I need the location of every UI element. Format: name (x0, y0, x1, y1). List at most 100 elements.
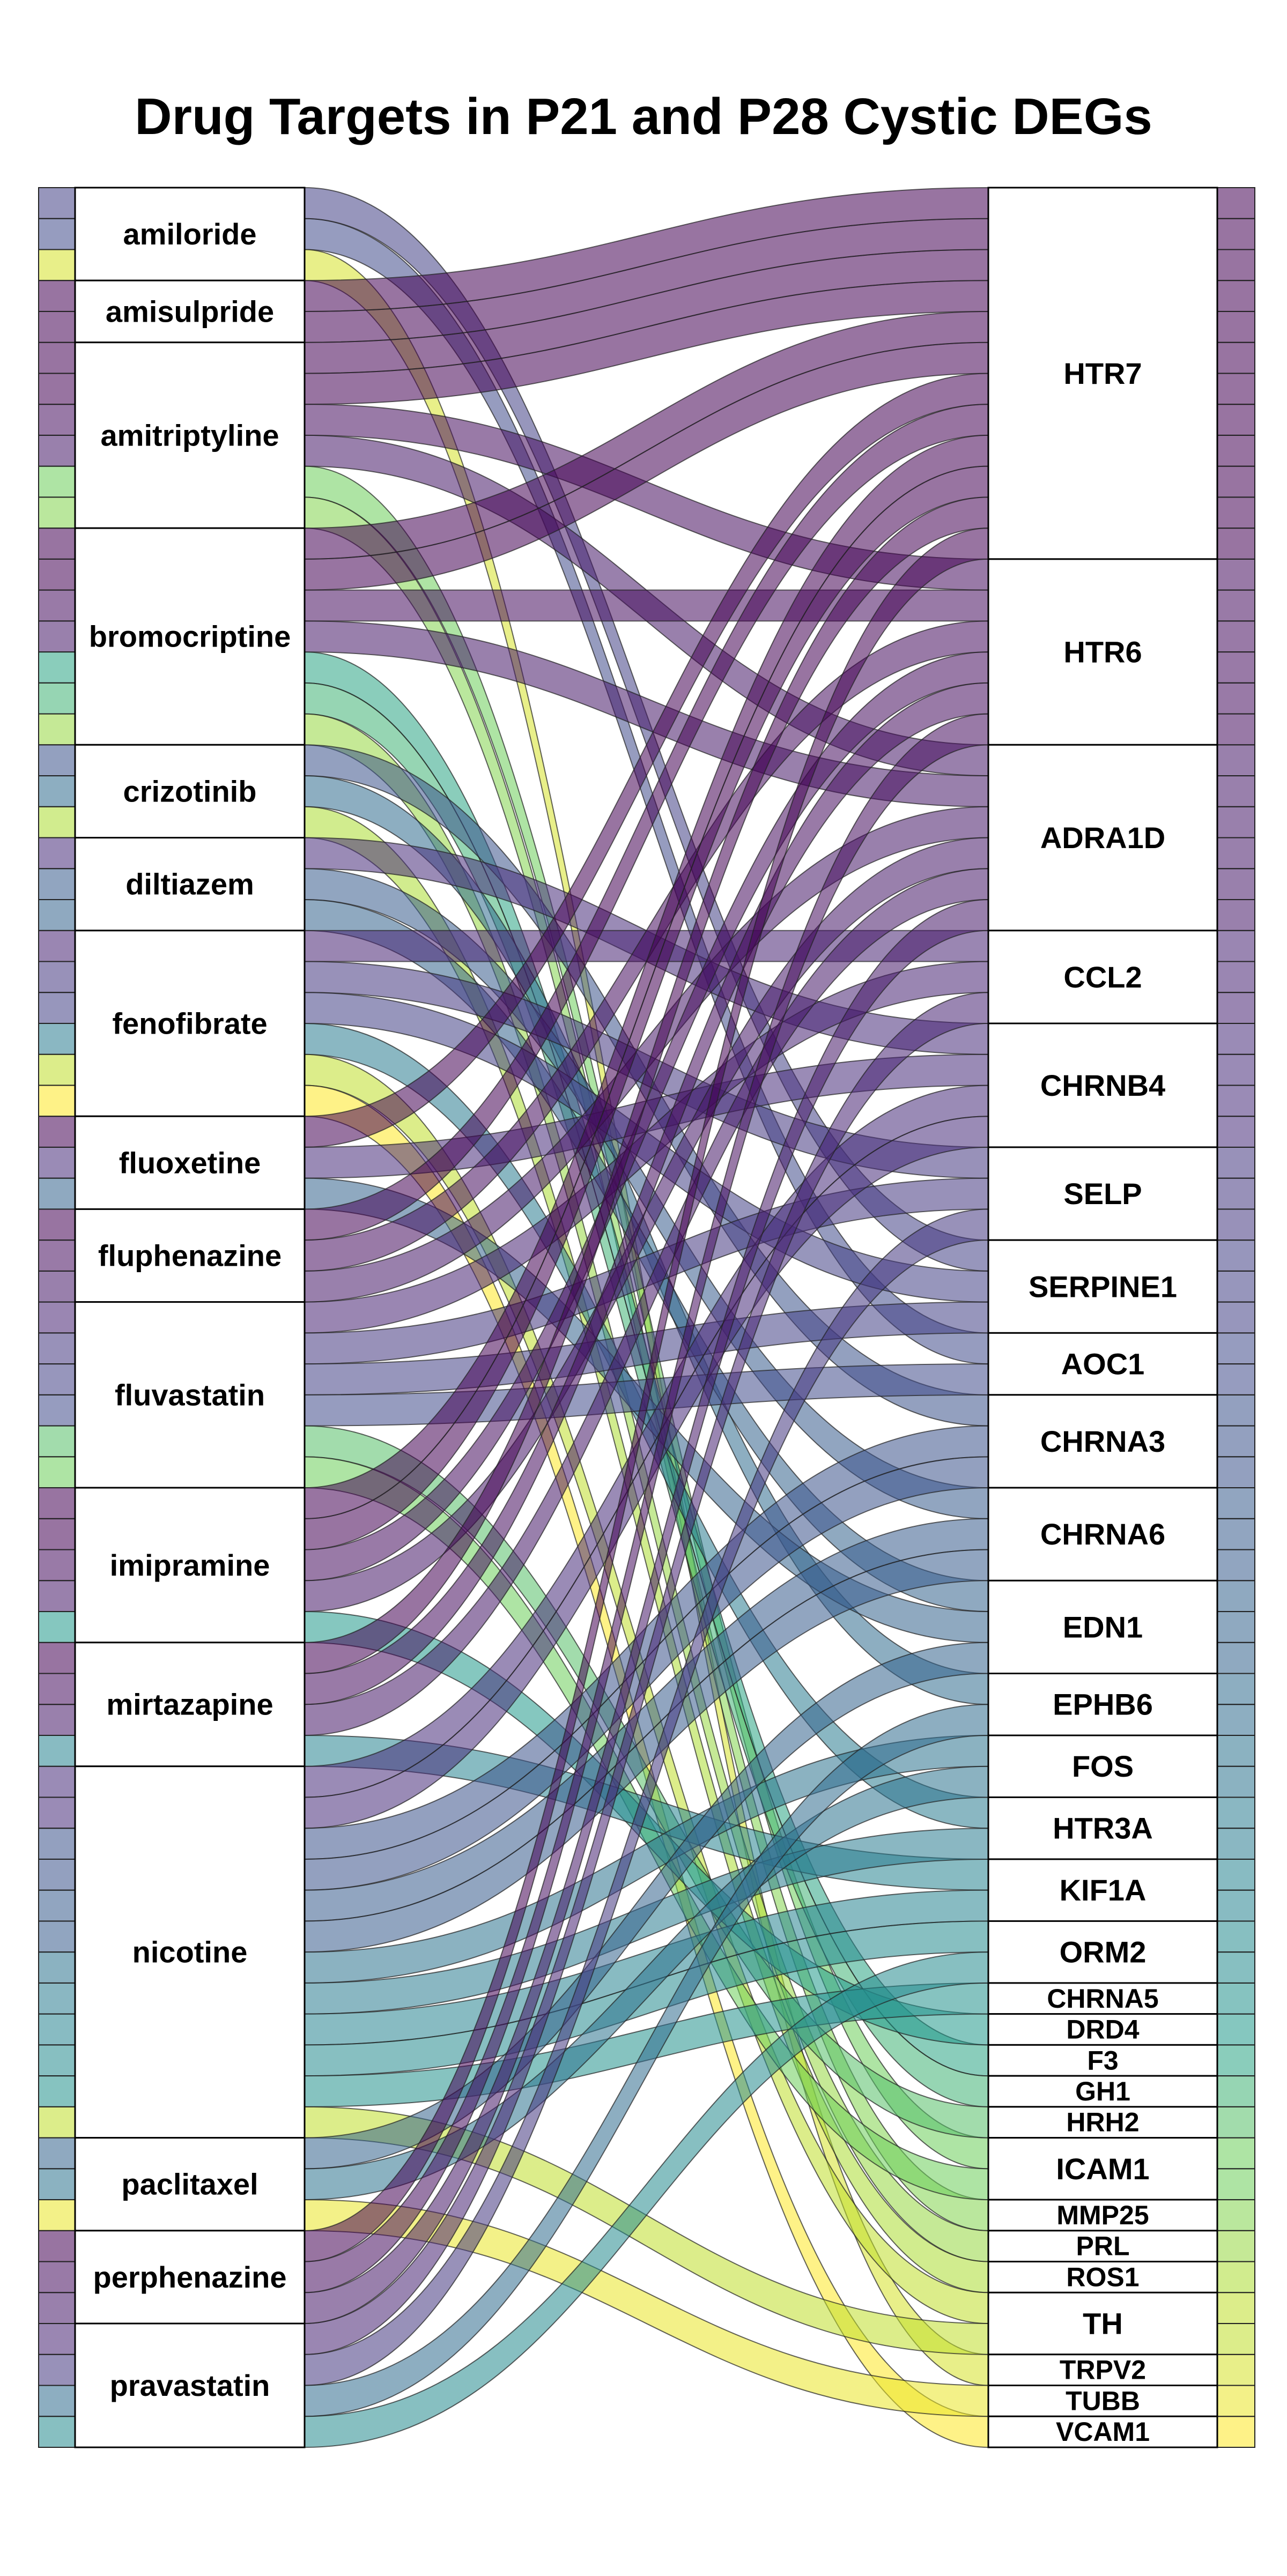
left-strip-nicotine (38, 2106, 76, 2139)
drug-node-label-imipramine: imipramine (110, 1548, 270, 1582)
left-strip-fluphenazine (38, 1270, 76, 1303)
right-strip-fos (1217, 1765, 1255, 1798)
left-strip-mirtazapine (38, 1673, 76, 1705)
left-strip-nicotine (38, 1858, 76, 1891)
left-strip-fluoxetine (38, 1116, 76, 1148)
gene-node-label-chrna6: CHRNA6 (1040, 1517, 1165, 1551)
gene-node-selp (987, 1146, 1218, 1241)
gene-node-label-ros1: ROS1 (1066, 2262, 1139, 2292)
drug-node-label-diltiazem: diltiazem (125, 867, 254, 901)
gene-node-adra1d (987, 744, 1218, 932)
left-strip-nicotine (38, 1982, 76, 2015)
gene-node-label-f3: F3 (1087, 2045, 1118, 2075)
gene-node-label-kif1a: KIF1A (1060, 1873, 1147, 1907)
right-strip-selp (1217, 1177, 1255, 1210)
right-strip-htr6 (1217, 589, 1255, 622)
gene-node-label-fos: FOS (1072, 1749, 1134, 1783)
left-strip-pravastatin (38, 2416, 76, 2448)
left-strip-fluvastatin (38, 1394, 76, 1427)
right-strip-htr6 (1217, 620, 1255, 653)
drug-node-crizotinib (74, 744, 306, 839)
drug-node-label-crizotinib: crizotinib (123, 774, 257, 808)
drug-node-diltiazem (74, 837, 306, 932)
gene-node-label-vcam1: VCAM1 (1056, 2417, 1150, 2447)
gene-node-trpv2 (987, 2354, 1218, 2387)
right-strip-ccl2 (1217, 992, 1255, 1024)
left-strip-diltiazem (38, 868, 76, 901)
left-strip-amitriptyline (38, 465, 76, 498)
drug-node-label-mirtazapine: mirtazapine (106, 1688, 273, 1721)
gene-node-gh1 (987, 2075, 1218, 2108)
right-strip-adra1d (1217, 868, 1255, 901)
left-strip-nicotine (38, 1920, 76, 1953)
drug-node-label-fenofibrate: fenofibrate (112, 1006, 267, 1040)
left-strip-crizotinib (38, 775, 76, 807)
gene-node-label-edn1: EDN1 (1063, 1610, 1143, 1644)
left-strip-mirtazapine (38, 1642, 76, 1674)
right-strip-adra1d (1217, 744, 1255, 777)
gene-node-vcam1 (987, 2415, 1218, 2448)
right-strip-chrnb4 (1217, 1116, 1255, 1148)
gene-node-label-htr3a: HTR3A (1053, 1812, 1153, 1845)
right-strip-serpine1 (1217, 1270, 1255, 1303)
right-strip-orm2 (1217, 1920, 1255, 1953)
drug-node-fluvastatin (74, 1301, 306, 1489)
right-strip-edn1 (1217, 1611, 1255, 1643)
left-strip-fluoxetine (38, 1146, 76, 1179)
left-strip-imipramine (38, 1487, 76, 1519)
left-strip-bromocriptine (38, 558, 76, 591)
right-strip-aoc1 (1217, 1332, 1255, 1365)
left-strip-perphenazine (38, 2261, 76, 2293)
right-strip-chrnb4 (1217, 1085, 1255, 1117)
right-strip-tubb (1217, 2385, 1255, 2417)
drug-node-pravastatin (74, 2322, 306, 2448)
left-strip-fluvastatin (38, 1425, 76, 1458)
left-strip-fluphenazine (38, 1208, 76, 1241)
left-strip-bromocriptine (38, 528, 76, 560)
left-strip-amisulpride (38, 310, 76, 343)
right-strip-serpine1 (1217, 1301, 1255, 1334)
gene-node-aoc1 (987, 1332, 1218, 1396)
left-strip-imipramine (38, 1518, 76, 1550)
gene-node-tubb (987, 2385, 1218, 2417)
right-strip-htr7 (1217, 404, 1255, 436)
left-strip-diltiazem (38, 837, 76, 870)
left-strip-nicotine (38, 1765, 76, 1798)
gene-node-label-htr7: HTR7 (1063, 357, 1142, 390)
left-strip-amiloride (38, 187, 76, 219)
right-strip-edn1 (1217, 1580, 1255, 1613)
right-strip-trpv2 (1217, 2354, 1255, 2386)
left-strip-fluphenazine (38, 1239, 76, 1272)
right-strip-chrna3 (1217, 1425, 1255, 1458)
right-strip-adra1d (1217, 775, 1255, 807)
right-strip-drd4 (1217, 2013, 1255, 2046)
right-strip-htr3a (1217, 1828, 1255, 1860)
left-strip-paclitaxel (38, 2199, 76, 2231)
gene-node-hrh2 (987, 2106, 1218, 2139)
right-strip-selp (1217, 1208, 1255, 1241)
right-strip-aoc1 (1217, 1363, 1255, 1395)
right-strip-f3 (1217, 2044, 1255, 2077)
left-strip-nicotine (38, 1889, 76, 1922)
left-strip-amiloride (38, 249, 76, 281)
left-strip-diltiazem (38, 899, 76, 931)
right-strip-ephb6 (1217, 1704, 1255, 1736)
drug-node-nicotine (74, 1765, 306, 2139)
right-strip-chrna6 (1217, 1487, 1255, 1519)
left-strip-fluoxetine (38, 1177, 76, 1210)
left-strip-paclitaxel (38, 2137, 76, 2170)
left-strip-perphenazine (38, 2292, 76, 2325)
right-strip-htr7 (1217, 218, 1255, 250)
right-strip-chrna6 (1217, 1518, 1255, 1550)
drug-node-label-amitriptyline: amitriptyline (101, 418, 279, 452)
gene-node-label-ccl2: CCL2 (1063, 960, 1142, 994)
left-strip-fluvastatin (38, 1332, 76, 1365)
drug-node-label-fluphenazine: fluphenazine (98, 1239, 282, 1273)
right-strip-chrnb4 (1217, 1022, 1255, 1055)
left-strip-mirtazapine (38, 1704, 76, 1736)
drug-node-amitriptyline (74, 342, 306, 529)
gene-node-label-icam1: ICAM1 (1056, 2152, 1149, 2186)
right-strip-th (1217, 2292, 1255, 2325)
right-strip-orm2 (1217, 1951, 1255, 1984)
